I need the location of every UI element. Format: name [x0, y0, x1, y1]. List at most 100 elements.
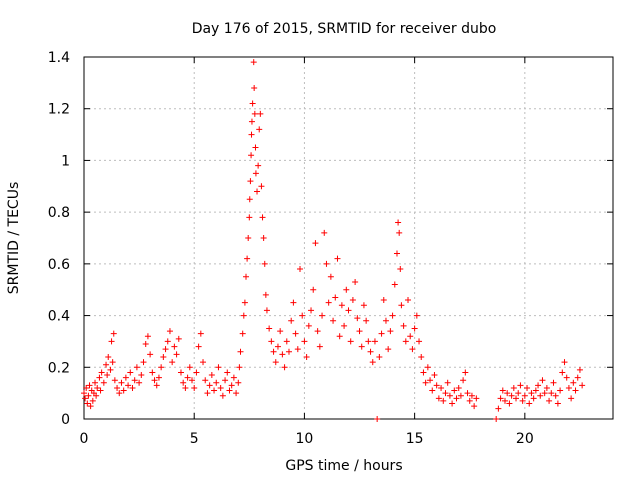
data-point: [283, 338, 290, 345]
data-point: [228, 382, 235, 389]
data-point: [506, 400, 513, 407]
data-point: [416, 338, 423, 345]
data-point: [418, 353, 425, 360]
data-point: [191, 384, 198, 391]
data-point: [574, 374, 581, 381]
data-point: [552, 392, 559, 399]
data-point: [226, 387, 233, 394]
data-point: [332, 294, 339, 301]
data-point: [82, 395, 89, 402]
data-point: [189, 377, 196, 384]
data-point: [501, 397, 508, 404]
data-point: [89, 397, 96, 404]
y-axis-label: SRMTID / TECUs: [6, 182, 22, 295]
chart-title: Day 176 of 2015, SRMTID for receiver dub…: [192, 21, 497, 37]
data-point: [103, 361, 110, 368]
x-tick-label: 15: [406, 431, 424, 447]
data-point: [468, 392, 475, 399]
data-point: [127, 369, 134, 376]
data-point: [104, 372, 111, 379]
data-point: [541, 390, 548, 397]
data-point: [336, 333, 343, 340]
data-point: [224, 369, 231, 376]
data-point: [352, 278, 359, 285]
data-point: [263, 307, 270, 314]
data-point: [387, 328, 394, 335]
data-point: [133, 364, 140, 371]
data-point: [195, 343, 202, 350]
data-point: [347, 338, 354, 345]
data-point: [537, 392, 544, 399]
data-point: [319, 312, 326, 319]
data-point: [144, 333, 151, 340]
data-point: [371, 338, 378, 345]
data-point: [158, 364, 165, 371]
data-point: [279, 351, 286, 358]
data-point: [411, 325, 418, 332]
data-point: [237, 348, 244, 355]
data-point: [272, 359, 279, 366]
data-point: [395, 219, 402, 226]
data-point: [250, 59, 257, 66]
data-point: [420, 369, 427, 376]
x-tick-label: 20: [516, 431, 534, 447]
data-point: [305, 322, 312, 329]
data-point: [548, 390, 555, 397]
data-point: [402, 338, 409, 345]
data-point: [259, 214, 266, 221]
data-point: [162, 346, 169, 353]
data-point: [281, 364, 288, 371]
y-tick-label: 0.2: [48, 360, 70, 376]
data-point: [497, 395, 504, 402]
data-point: [457, 392, 464, 399]
data-point: [233, 390, 240, 397]
data-point: [288, 317, 295, 324]
data-point: [292, 330, 299, 337]
grid-lines: [84, 57, 613, 419]
data-point: [464, 390, 471, 397]
data-point: [572, 387, 579, 394]
data-point: [164, 338, 171, 345]
data-point: [354, 315, 361, 322]
data-point: [341, 322, 348, 329]
data-point: [422, 379, 429, 386]
data-point: [576, 366, 583, 373]
data-point: [349, 297, 356, 304]
data-point: [247, 178, 254, 185]
data-point: [211, 387, 218, 394]
data-point: [213, 379, 220, 386]
y-tick-label: 0.8: [48, 205, 70, 221]
data-point: [160, 353, 167, 360]
data-point: [255, 162, 262, 169]
data-point: [175, 335, 182, 342]
data-point: [367, 348, 374, 355]
data-point: [107, 366, 114, 373]
data-point: [96, 374, 103, 381]
data-point: [215, 364, 222, 371]
data-point: [438, 384, 445, 391]
data-point: [260, 235, 267, 241]
data-point: [397, 266, 404, 273]
data-point: [460, 377, 467, 384]
data-point: [274, 343, 281, 350]
data-point: [519, 397, 526, 404]
data-point: [385, 346, 392, 353]
data-point: [400, 322, 407, 329]
data-point: [356, 328, 363, 335]
data-point: [217, 384, 224, 391]
data-point: [446, 392, 453, 399]
data-point: [510, 384, 517, 391]
data-point: [86, 382, 93, 389]
data-point: [570, 379, 577, 386]
data-point: [111, 377, 118, 384]
data-point: [294, 346, 301, 353]
data-point: [249, 100, 256, 107]
data-point: [166, 328, 173, 335]
data-point: [131, 377, 138, 384]
data-point: [136, 379, 143, 386]
data-point: [440, 397, 447, 404]
data-point: [246, 196, 253, 203]
data-point: [171, 343, 178, 350]
data-point: [235, 379, 242, 386]
